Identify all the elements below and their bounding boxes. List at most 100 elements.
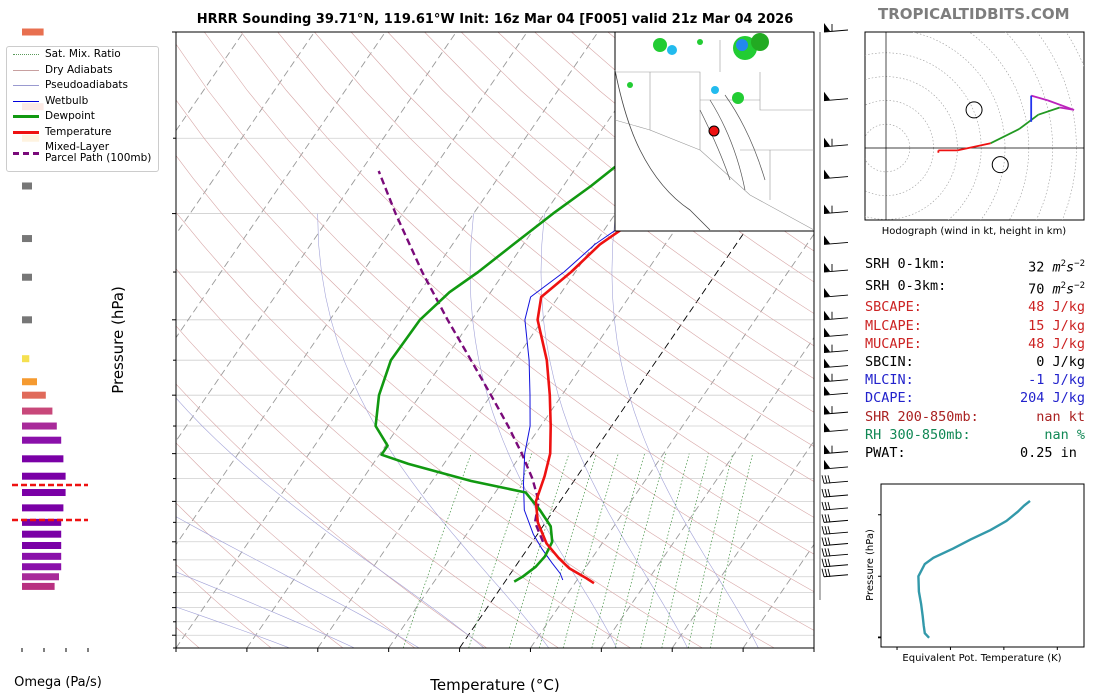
stat-label: SRH 0-3km:: [865, 277, 947, 294]
map-state-border: [614, 119, 651, 131]
stat-value: 32 m2s−2: [1028, 255, 1085, 277]
pseudoadiabat: [469, 213, 617, 648]
stat-value-number: 0 J/kg: [1036, 354, 1085, 371]
stat-value: 0.25 in: [1020, 444, 1085, 462]
isotherm-gridline: [671, 440, 814, 648]
omega-bar: [22, 552, 62, 560]
skewt-ylabel: Pressure (hPa): [109, 286, 127, 394]
skewt-xlabel: Temperature (°C): [429, 676, 559, 694]
stat-value-number: 204 J/kg: [1019, 390, 1085, 407]
mixing-ratio-line: [562, 453, 619, 648]
dry-adiabat: [176, 43, 814, 593]
wind-barb-shaft: [823, 379, 849, 383]
watermark: TROPICALTIDBITS.COM: [878, 5, 1070, 23]
wind-barb-feather: [821, 558, 825, 567]
pseudoadiabat: [176, 397, 485, 648]
pseudoadiabat: [540, 213, 688, 648]
stat-label: MLCIN:: [865, 372, 914, 389]
wind-barb-shaft: [823, 574, 849, 578]
wind-barb-shaft: [823, 466, 849, 470]
dry-adiabat: [176, 211, 703, 648]
wind-barb-pennant: [824, 235, 830, 245]
stat-label: PWAT:: [865, 445, 906, 462]
wind-barb-pennant: [824, 372, 830, 382]
wind-barb-shaft: [823, 392, 849, 396]
radar-echo: [711, 86, 719, 94]
omega-bar: [22, 563, 62, 571]
legend-label: Temperature: [45, 125, 112, 138]
omega-bar: [22, 407, 53, 415]
wind-barb-pennant: [824, 386, 830, 396]
dry-adiabat: [277, 32, 814, 482]
stat-row: SRH 0-1km: 32 m2s−2: [865, 255, 1085, 277]
stat-label: SBCAPE:: [865, 299, 922, 316]
omega-bar: [22, 378, 37, 386]
pseudoadiabat: [317, 213, 550, 648]
left-mover-marker: [965, 101, 983, 119]
hodograph-segment: [1018, 113, 1039, 130]
radar-echo: [667, 45, 677, 55]
stat-value-number: nan kt: [1036, 408, 1085, 425]
wind-barbs: [819, 23, 849, 600]
stat-row: MLCIN: -1 J/kg: [865, 371, 1085, 389]
dry-adiabat: [176, 325, 559, 648]
wind-barb-feather: [824, 558, 828, 567]
dewpoint-line: [374, 32, 805, 583]
pseudoadiabat: [611, 213, 759, 648]
wind-barb-pennant: [824, 23, 830, 32]
stat-label: SBCIN:: [865, 354, 914, 371]
hodograph-segment: [957, 142, 991, 152]
stats-panel: SRH 0-1km: 32 m2s−2 SRH 0-3km: 70 m2s−2 SBCA…: [865, 255, 1085, 462]
map-coastline: [614, 69, 711, 231]
legend-item: Dewpoint: [7, 109, 158, 125]
wind-barb-feather: [821, 548, 825, 557]
stat-value-number: 48 J/kg: [1028, 299, 1085, 316]
wind-barb-pennant: [824, 358, 830, 368]
wind-barb-feather: [824, 548, 828, 557]
wind-barb-shaft: [823, 480, 849, 484]
omega-bar: [22, 355, 30, 363]
wind-barb-pennant: [824, 405, 830, 415]
wind-barb-pennant: [824, 288, 830, 298]
wind-barb-pennant: [824, 343, 830, 353]
wind-barb-feather: [827, 488, 831, 498]
omega-chart: Omega (Pa/s): [12, 28, 102, 690]
wind-barb-pennant: [824, 310, 830, 320]
omega-bar: [22, 273, 32, 281]
stat-row: SBCIN: 0 J/kg: [865, 353, 1085, 371]
legend-swatch: [13, 69, 39, 71]
wind-barb-shaft: [823, 429, 849, 433]
stat-value: 48 J/kg: [1028, 298, 1085, 316]
wind-barb-feather: [827, 548, 831, 557]
legend: Sat. Mix. Ratio Dry Adiabats Pseudoadiabat…: [6, 46, 159, 172]
wind-barb-shaft: [823, 211, 849, 215]
legend-label: Pseudoadiabats: [45, 79, 128, 92]
wind-barb-shaft: [823, 543, 849, 546]
wind-barb-shaft: [823, 553, 849, 557]
stat-unit: m: [1052, 281, 1061, 298]
dry-adiabat: [424, 32, 814, 347]
mixing-ratio-line: [614, 453, 667, 648]
mixing-ratio-line: [687, 453, 734, 648]
radar-echoes: [627, 33, 769, 104]
dry-adiabat: [176, 442, 416, 648]
wind-barb-pennant: [824, 444, 830, 454]
omega-bar: [22, 436, 62, 444]
wind-barb-shaft: [823, 365, 849, 369]
wind-barb-feather: [824, 526, 828, 535]
map-county-lines: [700, 40, 814, 200]
hodograph-chart: Hodograph (wind in kt, height in km): [864, 31, 1085, 237]
wind-barb-feather: [824, 514, 828, 523]
mixing-ratio-line: [640, 453, 690, 648]
legend-label: Mixed-Layer Parcel Path (100mb): [45, 141, 152, 164]
wind-barb-feather: [827, 526, 831, 535]
radar-inset-map: [614, 31, 815, 232]
wind-barb-shaft: [823, 269, 849, 273]
legend-item: Pseudoadiabats: [7, 78, 158, 94]
stat-label: RH 300-850mb:: [865, 426, 971, 443]
mixing-ratio-line: [402, 453, 472, 648]
omega-bar: [22, 518, 62, 526]
omega-xlabel: Omega (Pa/s): [14, 675, 102, 690]
stat-row: RH 300-850mb: nan %: [865, 426, 1085, 444]
dry-adiabat: [387, 32, 814, 380]
